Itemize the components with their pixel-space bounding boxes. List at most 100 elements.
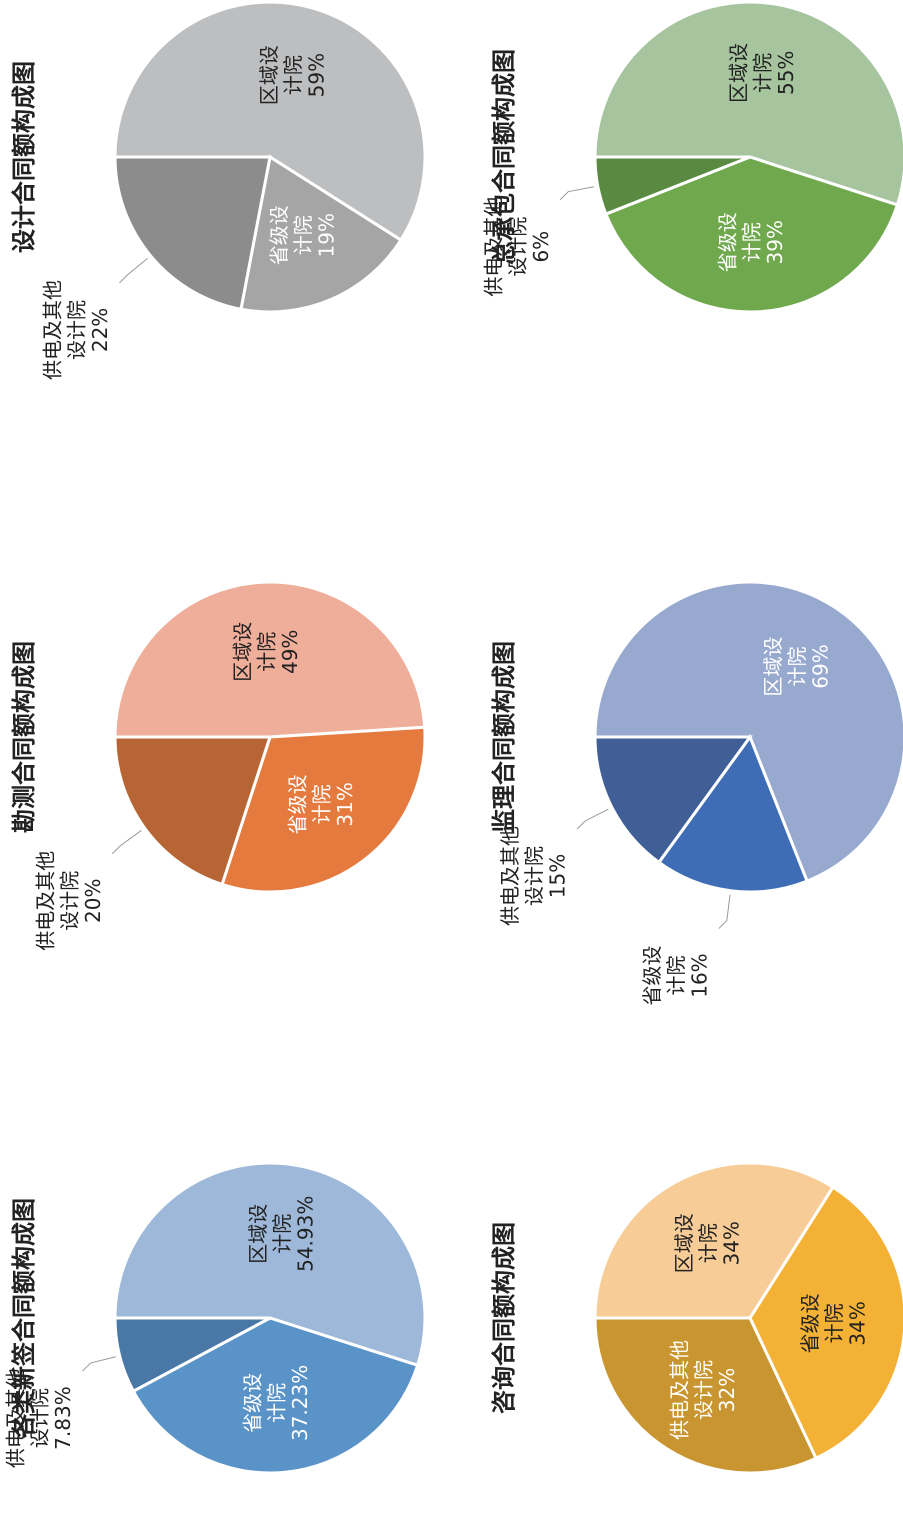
- leader-line: [718, 894, 731, 929]
- slice-value-label: 22%: [88, 308, 112, 352]
- slice-name-line: 计院: [280, 55, 304, 95]
- slice-name: 区域设计院: [760, 636, 808, 696]
- slice-value-label: 39%: [763, 220, 787, 264]
- slice-name-line: 设计院: [64, 300, 88, 360]
- pie-slice: [113, 155, 272, 312]
- slice-name: 供电及其他设计院: [3, 1368, 51, 1468]
- slice-name-line: 计院: [750, 53, 774, 93]
- slice-value-label: 69%: [808, 644, 832, 688]
- slice-name-line: 计院: [264, 1383, 288, 1423]
- leader-line: [559, 186, 594, 201]
- slice-name-line: 供电及其他: [498, 826, 522, 926]
- slice-value-label: 19%: [314, 213, 338, 257]
- pie-slice: [220, 725, 427, 894]
- slice-value-label: 34%: [719, 1221, 743, 1265]
- slice-name: 省级设计院: [285, 774, 333, 834]
- slice-name: 区域设计院: [246, 1204, 294, 1264]
- slice-name-line: 省级设: [798, 1293, 822, 1353]
- slice-name-line: 设计院: [522, 846, 546, 906]
- slice-name-line: 区域设: [246, 1204, 270, 1264]
- slice-value-label: 54.93%: [294, 1196, 318, 1272]
- leader-line: [119, 257, 148, 284]
- pie-slice: [593, 735, 753, 865]
- pie-slice: [113, 1316, 271, 1394]
- chart-title: 总承包合同额构成图: [490, 49, 518, 265]
- slice-name-line: 区域设: [726, 43, 750, 103]
- slice-value-label: 15%: [546, 854, 570, 898]
- slice-name: 区域设计院: [230, 622, 278, 682]
- slice-name-line: 省级设: [285, 774, 309, 834]
- leader-line: [576, 808, 609, 830]
- slice-name-line: 计院: [695, 1223, 719, 1263]
- slice-name-line: 计院: [739, 222, 763, 262]
- slice-name-line: 供电及其他: [40, 280, 64, 380]
- pie-slice: [603, 155, 900, 314]
- rotated-frame: 各类新签合同额构成图 区域设计院 54.93%省级设计院 37.23%供电及其他设计院…: [3, 0, 903, 1475]
- slice-name-line: 设计院: [505, 217, 529, 277]
- leader-line: [82, 1356, 116, 1372]
- pie-slice: [748, 1185, 903, 1461]
- slice-name: 区域设计院: [256, 45, 304, 105]
- slice-name-line: 计院: [784, 646, 808, 686]
- slice-name-line: 设计院: [691, 1360, 715, 1420]
- slice-name-line: 供电及其他: [3, 1368, 27, 1468]
- pie-slice: [113, 1161, 427, 1368]
- slice-value-label: 31%: [333, 782, 357, 826]
- slice-name: 供电及其他设计院: [33, 851, 81, 951]
- slice-value-label: 37.23%: [288, 1365, 312, 1441]
- slice-value-label: 34%: [846, 1301, 870, 1345]
- slice-value-label: 49%: [278, 630, 302, 674]
- slice-name: 省级设计院: [639, 946, 687, 1006]
- slice-name-line: 计院: [254, 632, 278, 672]
- slice-value-label: 7.83%: [51, 1386, 75, 1450]
- chart-title: 各类新签合同额构成图: [10, 1198, 38, 1439]
- slice-name-line: 计院: [663, 956, 687, 996]
- slice-name-line: 计院: [290, 215, 314, 255]
- pie-slice: [113, 735, 273, 887]
- slice-name: 省级设计院: [715, 212, 763, 272]
- slice-name-line: 区域设: [760, 636, 784, 696]
- slice-value-label: 6%: [529, 231, 553, 263]
- pie-slice: [656, 733, 810, 894]
- slice-value-label: 32%: [715, 1368, 739, 1412]
- pie-slice: [593, 1316, 818, 1475]
- slice-value-label: 55%: [774, 51, 798, 95]
- slice-value-label: 16%: [687, 953, 711, 997]
- pie-slice: [131, 1316, 420, 1475]
- slice-name-line: 区域设: [230, 622, 254, 682]
- slice-name-line: 计院: [822, 1303, 846, 1343]
- slice-name: 省级设计院: [798, 1293, 846, 1353]
- pie-slice: [239, 154, 403, 314]
- slice-name-line: 供电及其他: [667, 1340, 691, 1440]
- pie-slice: [113, 580, 427, 739]
- slice-name: 省级设计院: [240, 1373, 288, 1433]
- slice-name: 区域设计院: [671, 1213, 719, 1273]
- leader-line: [111, 830, 142, 855]
- slice-name-line: 区域设: [256, 45, 280, 105]
- slice-name-line: 供电及其他: [33, 851, 57, 951]
- slice-value-label: 20%: [81, 879, 105, 923]
- slice-name-line: 设计院: [57, 871, 81, 931]
- slice-name-line: 设计院: [27, 1388, 51, 1448]
- slice-name: 供电及其他设计院: [40, 280, 88, 380]
- slice-name-line: 计院: [309, 784, 333, 824]
- slice-name-line: 区域设: [671, 1213, 695, 1273]
- pie-slice: [593, 580, 903, 884]
- slice-name: 供电及其他设计院: [498, 826, 546, 926]
- slice-name: 供电及其他设计院: [481, 197, 529, 297]
- chart-title: 设计合同额构成图: [10, 61, 38, 253]
- pie-slice: [113, 0, 427, 243]
- chart-title: 勘测合同额构成图: [10, 641, 38, 833]
- slice-name-line: 省级设: [266, 205, 290, 265]
- slice-name: 省级设计院: [266, 205, 314, 265]
- slice-name: 区域设计院: [726, 43, 774, 103]
- slice-name: 供电及其他设计院: [667, 1340, 715, 1440]
- slice-name-line: 省级设: [240, 1373, 264, 1433]
- slice-value-label: 59%: [304, 53, 328, 97]
- chart-title: 咨询合同额构成图: [490, 1222, 518, 1414]
- slice-name-line: 省级设: [715, 212, 739, 272]
- pie-slice: [593, 155, 751, 217]
- chart-title: 监理合同额构成图: [490, 641, 518, 833]
- slice-name-line: 省级设: [639, 946, 663, 1006]
